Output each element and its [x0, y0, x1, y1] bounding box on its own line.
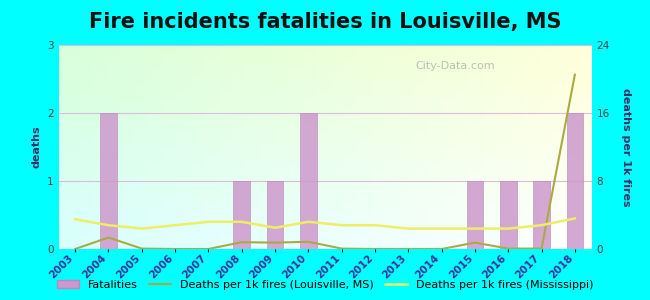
Bar [533, 181, 550, 249]
Bar [300, 113, 317, 249]
Bar [467, 181, 483, 249]
Text: City-Data.com: City-Data.com [415, 61, 495, 71]
Bar [500, 181, 517, 249]
Y-axis label: deaths: deaths [31, 126, 42, 168]
Y-axis label: deaths per 1k fires: deaths per 1k fires [621, 88, 630, 206]
Bar [233, 181, 250, 249]
Text: Fire incidents fatalities in Louisville, MS: Fire incidents fatalities in Louisville,… [89, 12, 561, 32]
Legend: Fatalities, Deaths per 1k fires (Louisville, MS), Deaths per 1k fires (Mississip: Fatalities, Deaths per 1k fires (Louisvi… [52, 275, 598, 294]
Bar [266, 181, 283, 249]
Bar [100, 113, 117, 249]
Bar [567, 113, 583, 249]
